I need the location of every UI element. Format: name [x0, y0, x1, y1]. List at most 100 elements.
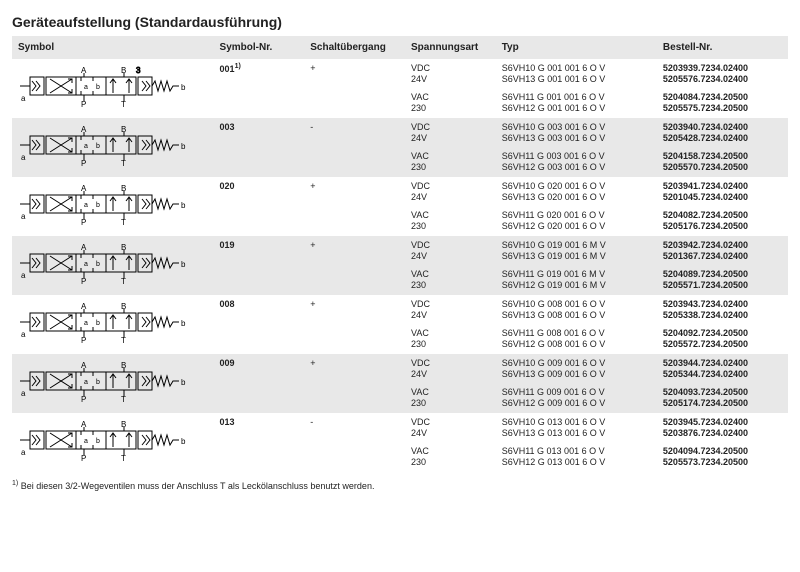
cell-spannung: VDC24VVAC230 [405, 59, 496, 118]
col-bestell: Bestell-Nr. [657, 36, 788, 59]
cell-schalt: - [304, 413, 405, 472]
page-title: Geräteaufstellung (Standardausführung) [12, 14, 788, 30]
svg-text:T: T [121, 454, 126, 463]
svg-text:P: P [81, 277, 86, 286]
svg-text:b: b [181, 378, 186, 387]
cell-schalt: + [304, 354, 405, 413]
svg-text:T: T [121, 336, 126, 345]
device-table: Symbol Symbol-Nr. Schaltübergang Spannun… [12, 36, 788, 472]
footnote: 1) Bei diesen 3/2-Wegeventilen muss der … [12, 480, 532, 491]
svg-text:P: P [81, 218, 86, 227]
cell-symbol: A B a a b b [12, 354, 214, 413]
cell-schalt: + [304, 59, 405, 118]
footnote-text: Bei diesen 3/2-Wegeventilen muss der Ans… [21, 481, 375, 491]
col-typ: Typ [496, 36, 657, 59]
cell-spannung: VDC24VVAC230 [405, 413, 496, 472]
cell-typ: S6VH10 G 013 001 6 O VS6VH13 G 013 001 6… [496, 413, 657, 472]
cell-symbol: A B a a b b [12, 177, 214, 236]
cell-spannung: VDC24VVAC230 [405, 177, 496, 236]
cell-spannung: VDC24VVAC230 [405, 354, 496, 413]
svg-text:P: P [81, 100, 86, 109]
cell-bestell: 5203942.7234.024005201367.7234.024005204… [657, 236, 788, 295]
svg-text:a: a [84, 379, 88, 386]
table-row: A B a a b b [12, 295, 788, 354]
cell-symbolnr: 009 [214, 354, 305, 413]
cell-schalt: + [304, 236, 405, 295]
cell-bestell: 5203940.7234.024005205428.7234.024005204… [657, 118, 788, 177]
cell-symbolnr: 008 [214, 295, 305, 354]
svg-text:b: b [181, 142, 186, 151]
cell-symbolnr: 020 [214, 177, 305, 236]
svg-text:a: a [84, 261, 88, 268]
svg-text:P: P [81, 395, 86, 404]
cell-schalt: + [304, 295, 405, 354]
svg-text:a: a [84, 84, 88, 91]
table-row: A B 3 a a b b [12, 59, 788, 118]
svg-text:a: a [21, 153, 26, 162]
table-row: A B a a b b [12, 354, 788, 413]
cell-typ: S6VH10 G 003 001 6 O VS6VH13 G 003 001 6… [496, 118, 657, 177]
cell-schalt: + [304, 177, 405, 236]
cell-schalt: - [304, 118, 405, 177]
table-row: A B a a b b [12, 177, 788, 236]
svg-text:a: a [21, 271, 26, 280]
svg-text:T: T [121, 395, 126, 404]
cell-symbol: A B 3 a a b b [12, 59, 214, 118]
cell-typ: S6VH10 G 001 001 6 O VS6VH13 G 001 001 6… [496, 59, 657, 118]
svg-text:T: T [121, 218, 126, 227]
cell-typ: S6VH10 G 019 001 6 M VS6VH13 G 019 001 6… [496, 236, 657, 295]
cell-bestell: 5203941.7234.024005201045.7234.024005204… [657, 177, 788, 236]
cell-typ: S6VH10 G 009 001 6 O VS6VH13 G 009 001 6… [496, 354, 657, 413]
svg-text:b: b [96, 379, 100, 386]
svg-text:P: P [81, 159, 86, 168]
svg-text:b: b [181, 83, 186, 92]
col-symbol: Symbol [12, 36, 214, 59]
cell-symbol: A B a a b b [12, 295, 214, 354]
svg-text:a: a [84, 143, 88, 150]
col-schalt: Schaltübergang [304, 36, 405, 59]
svg-text:P: P [81, 454, 86, 463]
svg-text:b: b [181, 260, 186, 269]
svg-text:b: b [96, 438, 100, 445]
footnote-marker: 1) [12, 480, 18, 487]
cell-symbol: A B a a b b [12, 118, 214, 177]
svg-text:b: b [96, 202, 100, 209]
cell-typ: S6VH10 G 008 001 6 O VS6VH13 G 008 001 6… [496, 295, 657, 354]
cell-symbol: A B a a b b [12, 236, 214, 295]
svg-text:a: a [21, 448, 26, 457]
table-row: A B a a b b [12, 118, 788, 177]
cell-symbolnr: 0011) [214, 59, 305, 118]
svg-text:b: b [181, 437, 186, 446]
svg-text:a: a [21, 212, 26, 221]
table-row: A B a a b b [12, 413, 788, 472]
svg-text:T: T [121, 277, 126, 286]
svg-text:b: b [96, 143, 100, 150]
cell-bestell: 5203945.7234.024005203876.7234.024005204… [657, 413, 788, 472]
svg-text:T: T [121, 100, 126, 109]
svg-text:b: b [96, 320, 100, 327]
svg-text:a: a [21, 330, 26, 339]
cell-bestell: 5203939.7234.024005205576.7234.024005204… [657, 59, 788, 118]
cell-spannung: VDC24VVAC230 [405, 118, 496, 177]
cell-typ: S6VH10 G 020 001 6 O VS6VH13 G 020 001 6… [496, 177, 657, 236]
table-header-row: Symbol Symbol-Nr. Schaltübergang Spannun… [12, 36, 788, 59]
svg-text:a: a [21, 94, 26, 103]
svg-text:b: b [96, 261, 100, 268]
svg-text:a: a [84, 202, 88, 209]
cell-bestell: 5203943.7234.024005205338.7234.024005204… [657, 295, 788, 354]
svg-text:b: b [181, 319, 186, 328]
cell-symbol: A B a a b b [12, 413, 214, 472]
table-row: A B a a b b [12, 236, 788, 295]
cell-symbolnr: 003 [214, 118, 305, 177]
svg-text:T: T [121, 159, 126, 168]
svg-text:b: b [96, 84, 100, 91]
svg-text:P: P [81, 336, 86, 345]
col-spannung: Spannungsart [405, 36, 496, 59]
cell-bestell: 5203944.7234.024005205344.7234.024005204… [657, 354, 788, 413]
cell-symbolnr: 019 [214, 236, 305, 295]
svg-text:a: a [84, 438, 88, 445]
cell-spannung: VDC24VVAC230 [405, 236, 496, 295]
col-symbolnr: Symbol-Nr. [214, 36, 305, 59]
svg-text:3: 3 [136, 66, 141, 75]
svg-text:a: a [21, 389, 26, 398]
